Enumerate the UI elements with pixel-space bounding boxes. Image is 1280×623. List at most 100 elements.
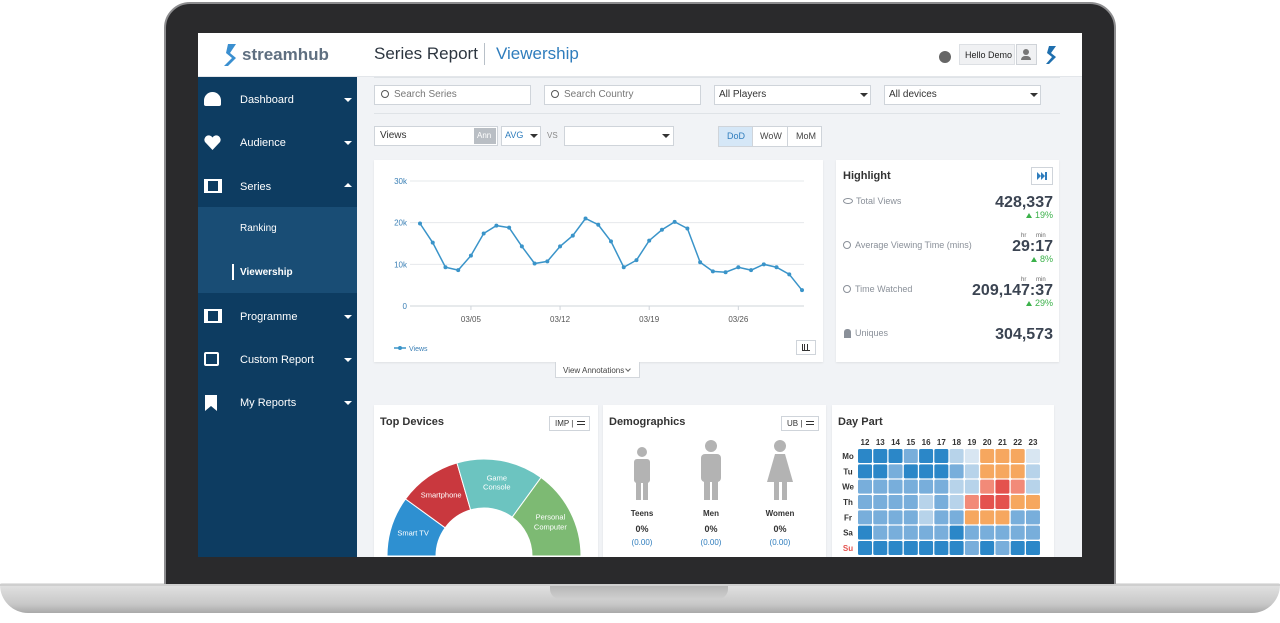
up-arrow — [1025, 213, 1032, 218]
logo: streamhub — [242, 45, 329, 64]
legend-marker — [398, 346, 402, 350]
heat-cell — [873, 494, 888, 509]
day-label: Th — [843, 498, 853, 507]
heat-cell — [995, 525, 1010, 540]
swap-icon — [806, 421, 814, 425]
x-tick-label: 03/26 — [728, 315, 749, 324]
metric-value: 428,337 — [995, 194, 1053, 211]
day-label: Fr — [844, 513, 852, 522]
heat-cell — [995, 479, 1010, 494]
clock-icon — [843, 241, 851, 249]
data-point — [723, 270, 728, 275]
devices-chart — [386, 458, 582, 557]
head — [705, 440, 717, 452]
heat-cell — [1010, 479, 1025, 494]
nav-caret — [344, 401, 352, 405]
day-part-title: Day Part — [838, 416, 883, 428]
heat-cell — [858, 540, 872, 555]
data-point — [570, 233, 575, 238]
heat-cell — [888, 449, 903, 463]
line-chart: 0 10k 20k 30k 03/05 03/12 03/19 03/26 Views — [394, 177, 804, 353]
period-label: WoW — [760, 131, 782, 141]
top-devices-toggle[interactable] — [549, 416, 590, 431]
compare-select[interactable] — [564, 126, 674, 146]
heat-cell — [1010, 494, 1025, 509]
heat-cell — [873, 449, 888, 463]
annotations-button[interactable] — [555, 362, 640, 378]
active-marker — [232, 264, 234, 280]
change-value: 8% — [1039, 254, 1053, 264]
metric-change: 8% — [1030, 254, 1053, 264]
leg — [643, 480, 648, 500]
nav-subitem-active[interactable]: Viewership — [240, 267, 293, 278]
metric-value: 29:17 — [1012, 238, 1053, 255]
data-point — [749, 268, 754, 273]
heat-cell — [980, 525, 995, 540]
heat-cell — [964, 494, 979, 509]
heat-cell — [1010, 525, 1025, 540]
nav-item[interactable]: Series — [240, 181, 272, 193]
demographics-toggle[interactable] — [781, 416, 819, 431]
group-index: (0.00) — [700, 538, 722, 547]
heat-cell — [903, 525, 918, 540]
data-point — [596, 222, 601, 227]
icon-audience — [204, 135, 221, 150]
period-mom[interactable] — [787, 126, 822, 147]
metric-label: Time Watched — [855, 284, 913, 294]
device-label: Smartphone — [420, 490, 462, 500]
device-segment — [511, 476, 582, 557]
heat-cell — [903, 510, 918, 525]
avg-select[interactable] — [501, 126, 541, 146]
user-box[interactable] — [959, 44, 1015, 65]
search-country[interactable] — [544, 85, 701, 105]
nav-subitem[interactable]: Ranking — [240, 223, 277, 234]
nav-item[interactable]: Audience — [240, 137, 286, 149]
data-point — [672, 219, 677, 224]
leg — [712, 478, 718, 500]
nav-item[interactable]: Dashboard — [240, 94, 294, 106]
submenu — [198, 207, 357, 293]
head — [637, 447, 647, 457]
group-label: Women — [765, 509, 795, 518]
figure-women — [767, 440, 793, 500]
ann-toggle[interactable] — [474, 128, 496, 144]
body — [634, 459, 650, 483]
heat-cell — [1010, 464, 1025, 479]
vs-label: VS — [547, 131, 558, 140]
group-share: 0% — [773, 524, 787, 534]
device-label: Personal Computer — [533, 512, 567, 532]
heat-cell — [1025, 449, 1040, 463]
data-point — [481, 231, 486, 236]
hour-label: 23 — [1029, 438, 1038, 447]
laptop-notch — [550, 585, 728, 599]
metric-change: 29% — [1025, 299, 1053, 308]
bezel-bottom — [166, 557, 1114, 584]
nav-item[interactable]: Programme — [240, 311, 298, 323]
nav-item[interactable]: My Reports — [240, 397, 297, 409]
hour-label: 12 — [861, 438, 870, 447]
search-series[interactable] — [374, 85, 531, 105]
data-point — [456, 268, 461, 273]
user-greeting: Hello Demo — [965, 50, 1013, 60]
heat-cell — [888, 479, 903, 494]
metric-input[interactable] — [374, 126, 498, 146]
metric-value: Views — [380, 130, 407, 141]
data-point — [647, 238, 652, 243]
heat-cell — [919, 464, 934, 479]
heat-cell — [919, 540, 934, 555]
skip-tri — [1041, 172, 1045, 180]
nav-item[interactable]: Custom Report — [240, 354, 314, 366]
heat-cell — [980, 510, 995, 525]
heat-cell — [949, 525, 964, 540]
hour-label: 18 — [952, 438, 961, 447]
heat-cell — [873, 525, 888, 540]
devices-select[interactable] — [884, 85, 1041, 105]
players-select[interactable] — [714, 85, 871, 105]
day-part-heatmap: 12 13 14 15 16 17 18 19 20 21 22 23 Mo Tu We Th Fr Sa Su — [842, 438, 1040, 555]
heat-cell — [903, 464, 918, 479]
base-edge — [0, 584, 1280, 586]
help-icon[interactable] — [939, 51, 951, 63]
up-arrow — [1030, 257, 1037, 262]
group-index: (0.00) — [769, 538, 791, 547]
change-value: 19% — [1034, 210, 1053, 220]
